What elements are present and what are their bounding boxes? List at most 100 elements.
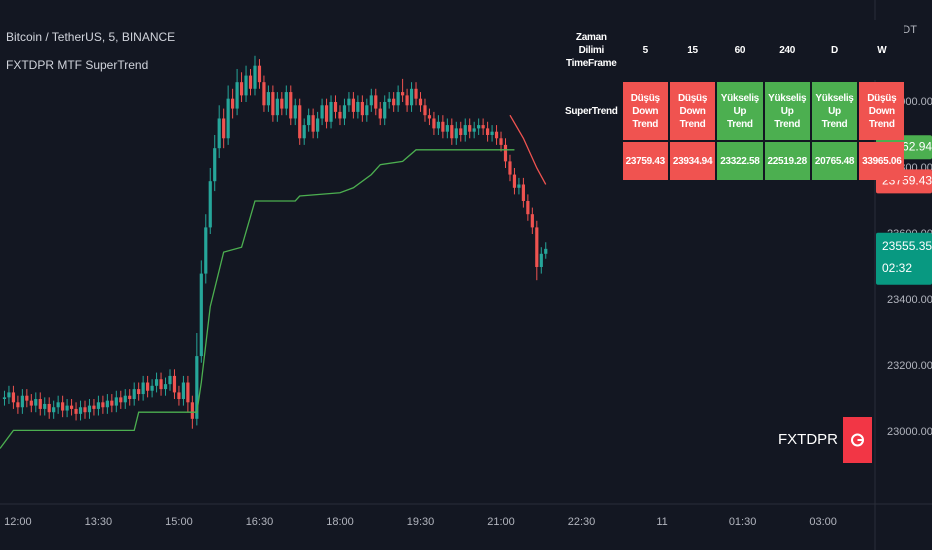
candle-body bbox=[177, 392, 181, 400]
trend-cell: Düşüş Down Trend bbox=[622, 82, 668, 140]
value-cell: 23322.58 bbox=[717, 142, 763, 180]
candle-body bbox=[535, 227, 539, 267]
trend-tr: Yükseliş bbox=[720, 92, 759, 104]
candle-body bbox=[2, 397, 7, 400]
candle-body bbox=[383, 101, 387, 119]
candle-body bbox=[539, 253, 543, 267]
candle-body bbox=[199, 273, 203, 357]
candle-body bbox=[61, 402, 65, 411]
candle-body bbox=[226, 98, 230, 139]
x-tick-label: 21:00 bbox=[487, 516, 515, 528]
row-label-text: SuperTrend bbox=[565, 105, 618, 117]
candle-body bbox=[468, 125, 472, 132]
candle-body bbox=[186, 382, 190, 403]
candle-body bbox=[47, 403, 51, 413]
candle-body bbox=[217, 118, 221, 149]
x-tick-label: 03:00 bbox=[809, 516, 837, 528]
trend-en: Up Trend bbox=[774, 105, 801, 130]
candle-body bbox=[503, 144, 508, 162]
candle-body bbox=[459, 128, 463, 135]
row-label: SuperTrend bbox=[562, 82, 621, 140]
candle-body bbox=[450, 125, 454, 139]
timeframe-header: 5 bbox=[622, 20, 668, 80]
candle-body bbox=[154, 379, 159, 386]
candle-body bbox=[284, 92, 288, 109]
candle-body bbox=[43, 403, 47, 409]
candle-body bbox=[190, 402, 194, 419]
timeframe: 240 bbox=[779, 44, 796, 56]
candle-body bbox=[490, 131, 494, 135]
x-tick-label: 12:00 bbox=[4, 516, 32, 528]
candle-body bbox=[132, 389, 136, 400]
candle-body bbox=[235, 82, 239, 109]
trend-en: Down Trend bbox=[868, 105, 895, 130]
candle-body bbox=[20, 395, 24, 408]
candle-body bbox=[423, 105, 427, 116]
candle-body bbox=[195, 356, 199, 419]
candle-body bbox=[472, 128, 476, 132]
y-tick-label: 23400.00 bbox=[887, 294, 932, 306]
candle-body bbox=[69, 405, 74, 409]
candle-body bbox=[141, 382, 145, 395]
candle-body bbox=[369, 95, 373, 106]
candle-body bbox=[52, 407, 56, 413]
value: 33965.06 bbox=[862, 155, 902, 167]
candle-body bbox=[168, 375, 172, 385]
candle-body bbox=[374, 95, 378, 109]
candle-body bbox=[544, 248, 548, 254]
mtf-table: Zaman Dilimi TimeFrame 5 15 60 240 D W SuperTren… bbox=[560, 18, 906, 182]
trend-en: Down Trend bbox=[632, 105, 659, 130]
candle-body bbox=[517, 184, 521, 188]
candle-body bbox=[409, 88, 414, 106]
empty-cell bbox=[562, 142, 621, 180]
trend-cell: Yükseliş Up Trend bbox=[764, 82, 810, 140]
candle-body bbox=[78, 407, 83, 414]
value-cell: 23759.43 bbox=[622, 142, 668, 180]
timeframe-header: W bbox=[859, 20, 905, 80]
y-tick-label: 23200.00 bbox=[887, 360, 932, 372]
candle-body bbox=[441, 121, 445, 132]
candle-body bbox=[159, 379, 163, 390]
timeframe-header: 240 bbox=[764, 20, 810, 80]
candle-body bbox=[114, 397, 118, 406]
candle-body bbox=[387, 98, 391, 102]
candle-body bbox=[508, 161, 512, 175]
candle-body bbox=[320, 105, 324, 119]
countdown: 02:32 bbox=[882, 261, 912, 275]
timeframe: 15 bbox=[687, 44, 698, 56]
supertrend-line bbox=[509, 114, 547, 185]
candle-body bbox=[266, 92, 271, 106]
candle-body bbox=[181, 382, 186, 400]
trend-tr: Düşüş bbox=[630, 92, 660, 104]
candle-body bbox=[92, 405, 96, 409]
candle-body bbox=[289, 92, 293, 119]
candle-body bbox=[311, 115, 315, 132]
candle-body bbox=[521, 184, 525, 201]
trend-en: Up Trend bbox=[726, 105, 753, 130]
candle-body bbox=[16, 402, 20, 408]
x-tick-label: 13:30 bbox=[85, 516, 113, 528]
candle-body bbox=[271, 92, 275, 116]
candle-body bbox=[101, 402, 105, 408]
candle-body bbox=[123, 395, 127, 403]
candle-body bbox=[257, 65, 262, 83]
candle-body bbox=[463, 125, 467, 135]
value-cell: 23934.94 bbox=[669, 142, 716, 180]
x-tick-label: 19:30 bbox=[407, 516, 435, 528]
candle-body bbox=[432, 118, 436, 129]
candle-body bbox=[25, 395, 29, 401]
timeframe-header: 15 bbox=[669, 20, 716, 80]
trend-tr: Düşüş bbox=[678, 92, 708, 104]
candle-body bbox=[110, 400, 114, 406]
candle-body bbox=[7, 392, 11, 398]
candle-body bbox=[231, 98, 235, 109]
candle-body bbox=[351, 98, 355, 112]
value-cell: 22519.28 bbox=[764, 142, 810, 180]
trend-cell: Yükseliş Up Trend bbox=[717, 82, 763, 140]
candle-body bbox=[401, 92, 405, 96]
candle-body bbox=[494, 131, 499, 139]
candle-body bbox=[499, 138, 503, 145]
candle-body bbox=[34, 399, 38, 406]
candle-body bbox=[253, 65, 257, 89]
